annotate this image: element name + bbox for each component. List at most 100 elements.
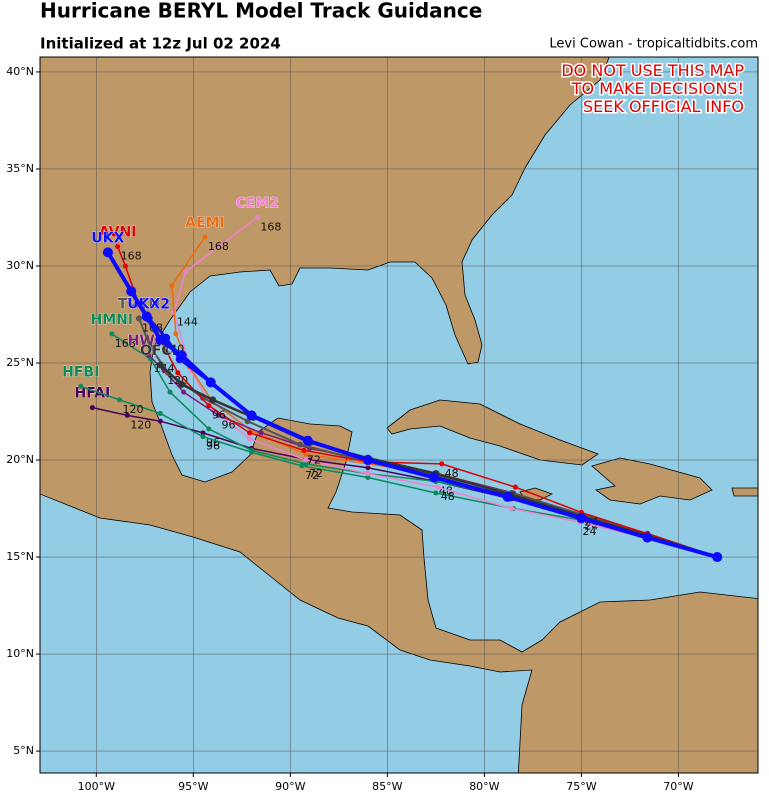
forecast-hour: 120 bbox=[123, 403, 144, 416]
track-point bbox=[175, 370, 181, 376]
hispaniola bbox=[591, 457, 713, 505]
track-point bbox=[576, 513, 587, 524]
track-point bbox=[303, 461, 309, 467]
forecast-hour: 72 bbox=[305, 469, 319, 482]
track-point bbox=[167, 389, 173, 395]
lat-tick-label: 25°N bbox=[6, 356, 34, 369]
lat-tick-label: 5°N bbox=[13, 744, 34, 757]
track-point bbox=[502, 491, 513, 502]
track-point bbox=[200, 434, 206, 440]
track-point bbox=[365, 474, 371, 480]
track-point bbox=[247, 430, 253, 436]
track-point bbox=[146, 352, 152, 358]
track-point bbox=[365, 471, 371, 477]
warning-line: DO NOT USE THIS MAP bbox=[561, 61, 744, 80]
forecast-hour: 72 bbox=[309, 467, 323, 480]
track-point bbox=[365, 465, 371, 471]
track-point bbox=[102, 247, 113, 258]
track-point bbox=[183, 269, 189, 275]
track-point bbox=[202, 234, 208, 240]
track-point bbox=[642, 532, 653, 543]
model-name: HFAI bbox=[75, 386, 111, 402]
model-name: AVNI bbox=[99, 225, 137, 241]
puerto-rico bbox=[731, 487, 758, 497]
track-point bbox=[173, 331, 179, 337]
subtitle: Initialized at 12z Jul 02 2024 bbox=[40, 35, 281, 53]
track-point bbox=[303, 457, 309, 463]
track-point bbox=[135, 315, 142, 322]
lon-tick-label: 85°W bbox=[372, 780, 402, 793]
lon-tick-label: 80°W bbox=[469, 780, 499, 793]
track-point bbox=[216, 412, 222, 418]
track-point bbox=[247, 436, 253, 442]
forecast-hour: 168 bbox=[115, 337, 136, 350]
forecast-hour: 168 bbox=[260, 220, 281, 233]
track-point bbox=[155, 334, 166, 345]
lon-tick-label: 75°W bbox=[566, 780, 596, 793]
track-point bbox=[117, 397, 123, 403]
forecast-hour: 120 bbox=[130, 418, 151, 431]
track-point bbox=[122, 263, 128, 269]
lon-tick-label: 90°W bbox=[275, 780, 305, 793]
forecast-hour: 24 bbox=[582, 525, 596, 538]
track-point bbox=[301, 447, 307, 453]
forecast-hour: 144 bbox=[177, 316, 198, 329]
track-point bbox=[299, 463, 305, 469]
lon-tick-label: 70°W bbox=[663, 780, 693, 793]
model-name: HFBI bbox=[62, 364, 99, 380]
track-point bbox=[297, 441, 304, 448]
model-name: CEM2 bbox=[236, 195, 280, 211]
track-point bbox=[141, 311, 152, 322]
track-point bbox=[178, 380, 186, 388]
axes: 100°W 95°W 90°W 85°W 80°W 75°W 70°W 5°N 10°N 15°N… bbox=[6, 65, 693, 793]
lat-tick-label: 20°N bbox=[6, 453, 34, 466]
track-point bbox=[249, 447, 255, 453]
track-point bbox=[156, 361, 164, 369]
lat-tick-label: 10°N bbox=[6, 647, 34, 660]
forecast-hour: 48 bbox=[439, 484, 453, 497]
tracks: 96120HFAI7296120HFBI244872144168HMNI2448… bbox=[62, 195, 723, 563]
warning-line: SEEK OFFICIAL INFO bbox=[583, 97, 744, 116]
lat-tick-label: 35°N bbox=[6, 162, 34, 175]
track-point bbox=[157, 418, 163, 424]
credit: Levi Cowan - tropicaltidbits.com bbox=[549, 37, 758, 52]
track-point bbox=[509, 506, 515, 512]
lat-tick-label: 15°N bbox=[6, 550, 34, 563]
track-point bbox=[176, 350, 187, 361]
forecast-hour: 96 bbox=[212, 409, 226, 422]
lon-tick-label: 100°W bbox=[78, 780, 115, 793]
track-point bbox=[78, 383, 84, 389]
track-point bbox=[147, 344, 154, 351]
track-point bbox=[109, 331, 115, 337]
track-point bbox=[512, 484, 518, 490]
track-point bbox=[200, 430, 206, 436]
forecast-hour: 72 bbox=[307, 453, 321, 466]
track-point bbox=[115, 244, 121, 250]
forecast-hour: 48 bbox=[441, 490, 455, 503]
track-point bbox=[302, 435, 313, 446]
track-point bbox=[428, 472, 439, 483]
track-point bbox=[439, 461, 445, 467]
lon-tick-label: 95°W bbox=[178, 780, 208, 793]
track-point bbox=[169, 282, 175, 288]
forecast-hour: 96 bbox=[206, 440, 220, 453]
model-name: AEMI bbox=[185, 215, 225, 231]
lat-tick-label: 30°N bbox=[6, 259, 34, 272]
lat-tick-label: 40°N bbox=[6, 65, 34, 78]
track-point bbox=[157, 410, 163, 416]
track-point bbox=[126, 286, 137, 297]
track-point bbox=[205, 377, 216, 388]
frame bbox=[39, 56, 759, 774]
cuba bbox=[386, 399, 599, 466]
basemap: 96120HFAI7296120HFBI244872144168HMNI2448… bbox=[40, 57, 758, 773]
track-point bbox=[209, 396, 217, 404]
track-point bbox=[254, 214, 260, 220]
track-point bbox=[433, 490, 439, 496]
track-point bbox=[435, 484, 441, 490]
forecast-hour: 168 bbox=[121, 250, 142, 263]
track-point bbox=[181, 389, 187, 395]
warning-line: TO MAKE DECISIONS! bbox=[571, 79, 744, 98]
title: Hurricane BERYL Model Track Guidance bbox=[40, 0, 482, 23]
track-point bbox=[89, 405, 95, 411]
